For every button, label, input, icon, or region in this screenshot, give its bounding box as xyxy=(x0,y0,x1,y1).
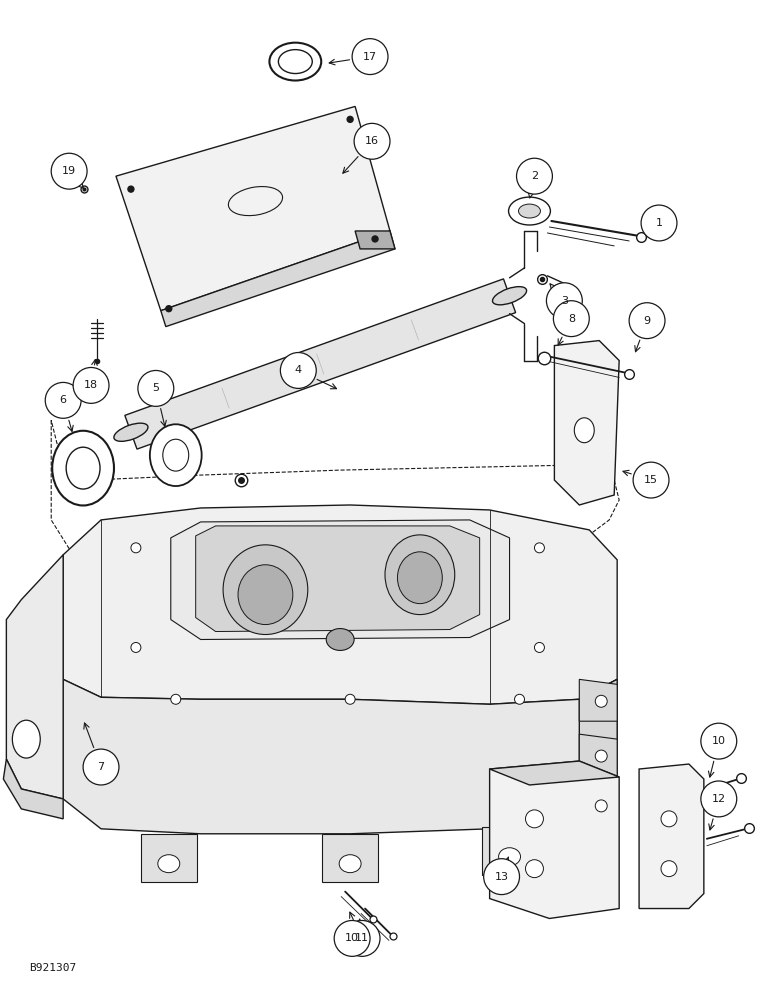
Polygon shape xyxy=(63,505,617,704)
Polygon shape xyxy=(141,834,197,882)
Circle shape xyxy=(547,283,582,319)
Circle shape xyxy=(526,860,543,878)
Text: 2: 2 xyxy=(531,171,538,181)
Text: 4: 4 xyxy=(295,365,302,375)
Text: 11: 11 xyxy=(355,933,369,943)
Ellipse shape xyxy=(12,720,40,758)
Text: 1: 1 xyxy=(655,218,662,228)
Circle shape xyxy=(526,810,543,828)
Circle shape xyxy=(83,749,119,785)
Text: 10: 10 xyxy=(712,736,726,746)
Polygon shape xyxy=(6,555,63,799)
Circle shape xyxy=(171,694,181,704)
Ellipse shape xyxy=(385,535,455,615)
Circle shape xyxy=(138,370,174,406)
Polygon shape xyxy=(489,761,619,785)
Ellipse shape xyxy=(114,423,148,441)
Ellipse shape xyxy=(493,287,527,305)
Ellipse shape xyxy=(327,629,354,650)
Polygon shape xyxy=(195,526,479,632)
Text: 15: 15 xyxy=(644,475,658,485)
Circle shape xyxy=(128,186,134,192)
Ellipse shape xyxy=(163,439,188,471)
Ellipse shape xyxy=(52,431,114,505)
Circle shape xyxy=(641,205,677,241)
Ellipse shape xyxy=(509,197,550,225)
Polygon shape xyxy=(125,279,516,449)
Ellipse shape xyxy=(66,447,100,489)
Ellipse shape xyxy=(238,565,293,625)
Ellipse shape xyxy=(519,204,540,218)
Circle shape xyxy=(166,306,172,312)
Polygon shape xyxy=(579,784,617,826)
Polygon shape xyxy=(3,759,63,819)
Circle shape xyxy=(131,642,141,652)
Circle shape xyxy=(516,158,553,194)
Circle shape xyxy=(661,811,677,827)
Text: 16: 16 xyxy=(365,136,379,146)
Circle shape xyxy=(280,353,317,388)
Circle shape xyxy=(344,920,380,956)
Circle shape xyxy=(534,543,544,553)
Ellipse shape xyxy=(574,418,594,443)
Text: 8: 8 xyxy=(567,314,575,324)
Circle shape xyxy=(701,723,736,759)
Ellipse shape xyxy=(398,552,442,604)
Polygon shape xyxy=(579,679,617,809)
Circle shape xyxy=(701,781,736,817)
Polygon shape xyxy=(579,734,617,776)
Ellipse shape xyxy=(339,855,361,873)
Polygon shape xyxy=(482,827,537,875)
Text: 19: 19 xyxy=(62,166,76,176)
Text: 3: 3 xyxy=(560,296,568,306)
Ellipse shape xyxy=(157,855,180,873)
Circle shape xyxy=(554,301,589,337)
Ellipse shape xyxy=(150,424,201,486)
Text: B921307: B921307 xyxy=(29,963,76,973)
Circle shape xyxy=(51,153,87,189)
Circle shape xyxy=(483,859,520,895)
Polygon shape xyxy=(322,834,378,882)
Circle shape xyxy=(514,694,524,704)
Text: 6: 6 xyxy=(59,395,66,405)
Circle shape xyxy=(345,694,355,704)
Circle shape xyxy=(347,116,353,122)
Polygon shape xyxy=(161,231,395,327)
Circle shape xyxy=(372,236,378,242)
Circle shape xyxy=(595,750,608,762)
Polygon shape xyxy=(579,679,617,721)
Text: 7: 7 xyxy=(97,762,104,772)
Text: 17: 17 xyxy=(363,52,377,62)
Polygon shape xyxy=(63,679,617,834)
Circle shape xyxy=(354,123,390,159)
Circle shape xyxy=(352,39,388,75)
Polygon shape xyxy=(116,106,390,311)
Text: 10: 10 xyxy=(345,933,359,943)
Circle shape xyxy=(633,462,669,498)
Circle shape xyxy=(534,642,544,652)
Ellipse shape xyxy=(499,848,520,866)
Polygon shape xyxy=(554,341,619,505)
Circle shape xyxy=(46,382,81,418)
Polygon shape xyxy=(639,764,704,909)
Polygon shape xyxy=(171,520,510,639)
Circle shape xyxy=(131,543,141,553)
Ellipse shape xyxy=(223,545,308,635)
Text: 12: 12 xyxy=(712,794,726,804)
Circle shape xyxy=(595,695,608,707)
Text: 18: 18 xyxy=(84,380,98,390)
Text: 9: 9 xyxy=(644,316,651,326)
Circle shape xyxy=(629,303,665,339)
Polygon shape xyxy=(355,231,395,249)
Polygon shape xyxy=(489,761,619,918)
Text: 5: 5 xyxy=(152,383,159,393)
Circle shape xyxy=(661,861,677,877)
Circle shape xyxy=(595,800,608,812)
Circle shape xyxy=(334,920,370,956)
Circle shape xyxy=(73,367,109,403)
Text: 13: 13 xyxy=(495,872,509,882)
